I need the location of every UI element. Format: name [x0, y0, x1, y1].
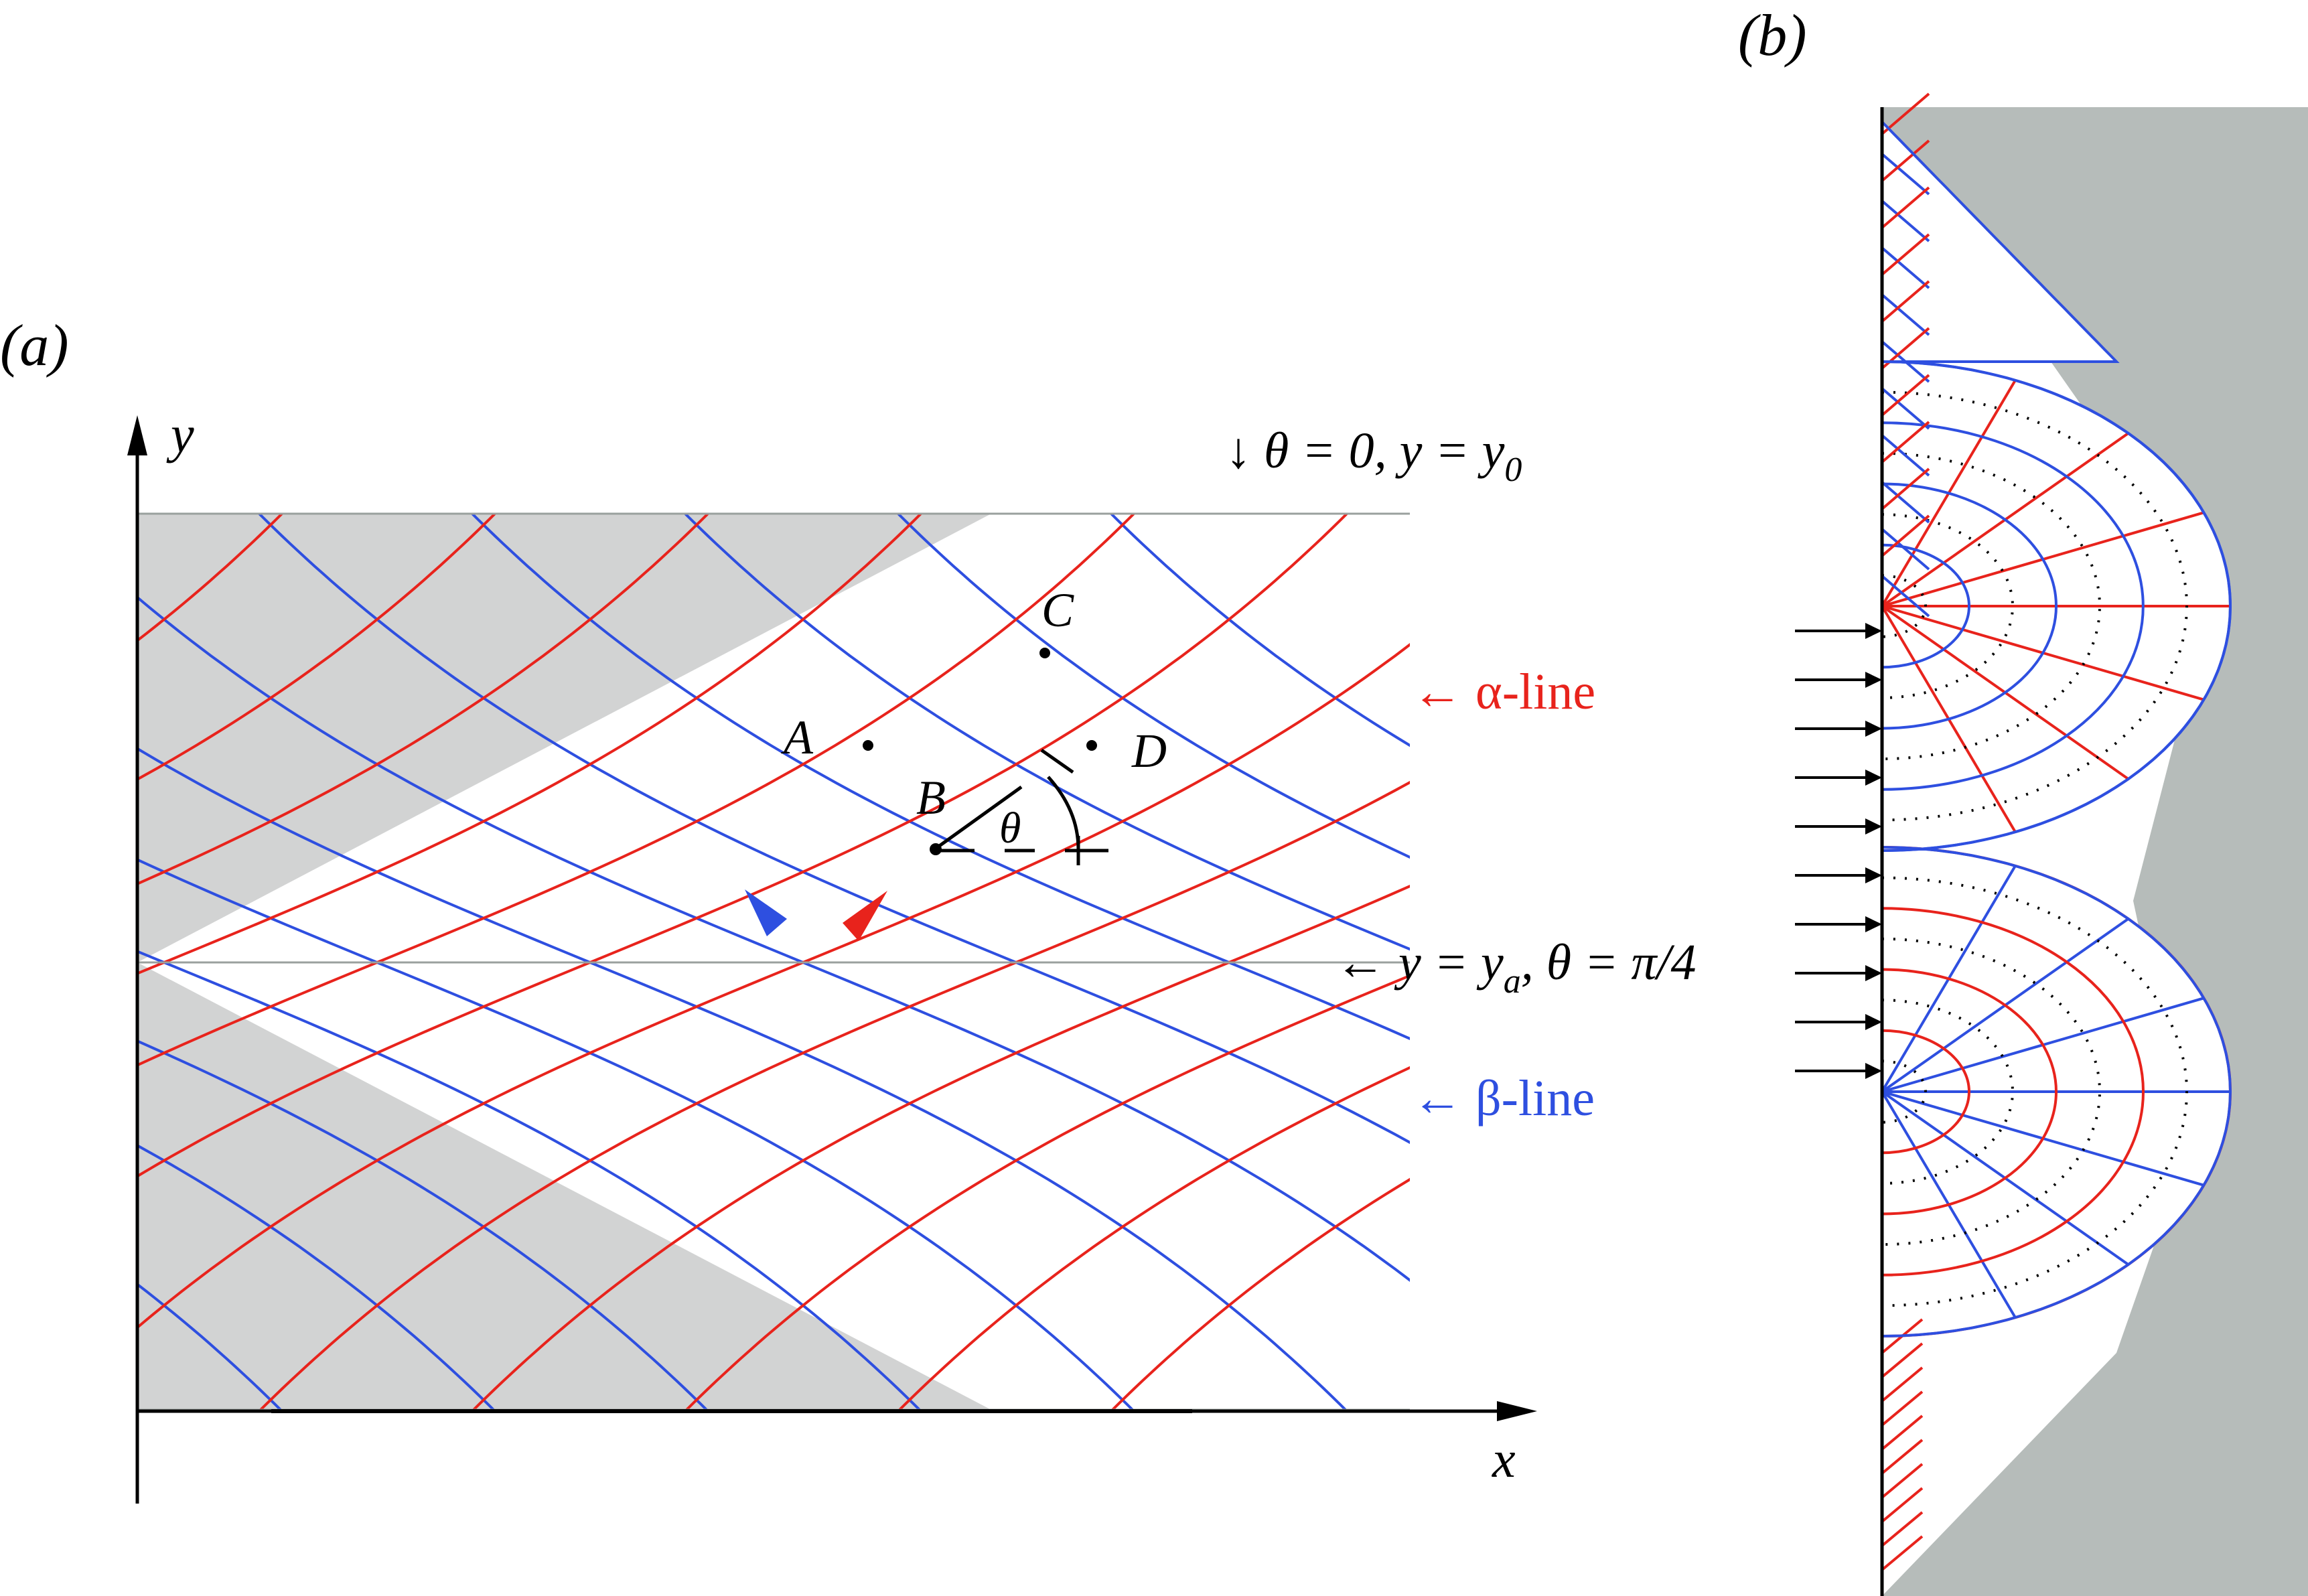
hatch-line	[1881, 1535, 1924, 1571]
hatch-line	[1881, 1390, 1924, 1427]
hatch-line	[1881, 246, 1930, 289]
hatch-line	[1881, 1511, 1924, 1547]
point-A-dot	[863, 740, 873, 751]
point-C-dot	[1039, 648, 1050, 658]
alpha-line-label: ← α-line	[1412, 664, 1595, 720]
point-D-dot	[1086, 740, 1097, 751]
beta-line	[0, 514, 69, 1411]
x-axis-label: x	[1492, 1430, 1516, 1488]
hatch-line	[1881, 421, 1930, 463]
alpha-line	[137, 512, 709, 885]
alpha-direction-arrowhead	[843, 891, 887, 941]
x-axis-arrowhead	[1497, 1401, 1537, 1421]
hatch-line	[1881, 514, 1930, 557]
solid-region	[1882, 107, 2308, 1596]
dotted-line	[1881, 390, 2188, 822]
hatch-line	[1881, 233, 1930, 276]
pressure-arrowhead	[1865, 867, 1882, 883]
y-axis-arrowhead	[127, 415, 147, 455]
arc-line	[1881, 421, 2145, 791]
arc-line	[1881, 482, 2058, 730]
beta-line	[897, 512, 1410, 859]
panel-b-tag: (b)	[1738, 3, 1807, 68]
beta-line	[137, 1039, 709, 1411]
hatch-line	[1881, 1414, 1924, 1451]
shaded-region	[137, 962, 991, 1410]
hatch-line	[1881, 528, 1930, 571]
beta-line	[684, 512, 1410, 951]
mid-boundary-note: ← y = ya, θ = π/4	[1335, 934, 1697, 1001]
arc-line	[1881, 968, 2058, 1216]
hatch-line	[1881, 481, 1930, 524]
hatch-line	[1881, 200, 1930, 242]
dotted-line	[1881, 574, 1927, 638]
alpha-line	[897, 1066, 1410, 1411]
point-B-dot	[930, 843, 942, 855]
arc-line	[1881, 543, 1970, 669]
pressure-arrowhead	[1865, 916, 1882, 932]
pressure-arrowhead	[1865, 1014, 1882, 1030]
point-A-label: A	[781, 711, 814, 764]
theta-angle-label: θ	[999, 804, 1021, 853]
hatch-line	[1881, 1463, 1924, 1499]
beta-direction-arrowhead	[745, 889, 787, 936]
pressure-arrowhead	[1865, 1063, 1882, 1079]
beta-line	[1110, 512, 1410, 747]
alpha-line	[1110, 1177, 1410, 1411]
hatch-line	[1881, 1342, 1924, 1378]
hatch-line	[1881, 1439, 1924, 1475]
point-C-label: C	[1041, 583, 1074, 637]
hatch-line	[1881, 1487, 1924, 1523]
panel-b-grid	[1881, 92, 2232, 1596]
alpha-line	[0, 514, 69, 1411]
hatch-line	[1881, 434, 1930, 477]
dotted-line	[1881, 876, 2188, 1307]
beta-line	[137, 1144, 496, 1411]
hatch-line	[1881, 153, 1930, 196]
panel-b: (b)	[1738, 3, 2308, 1596]
pressure-arrowhead	[1865, 770, 1882, 786]
hatch-line	[1881, 1366, 1924, 1402]
shaded-regions	[137, 514, 991, 1410]
hatch-line	[1881, 280, 1930, 323]
top-boundary-note: ↓ θ = 0, y = y0	[1226, 423, 1522, 489]
hatch-line	[1881, 186, 1930, 229]
pressure-arrowhead	[1865, 672, 1882, 688]
hatch-line	[1881, 575, 1930, 618]
hatch-line	[1881, 293, 1930, 336]
hatch-line	[1881, 92, 1930, 135]
point-D-label: D	[1131, 724, 1167, 778]
beta-line-label: ← β-line	[1412, 1070, 1595, 1127]
panel-a-tag: (a)	[0, 313, 69, 378]
alpha-line	[684, 974, 1410, 1411]
fluid-region	[1882, 122, 2230, 1596]
profile-outline	[1881, 121, 2232, 1337]
point-B-label: B	[916, 771, 946, 824]
hatch-line	[1881, 139, 1930, 182]
pressure-arrowhead	[1865, 623, 1882, 639]
hatch-line	[1881, 374, 1930, 417]
pressure-arrowhead	[1865, 721, 1882, 737]
hatch-line	[1881, 467, 1930, 510]
dotted-line	[1881, 1060, 1927, 1124]
hatch-line	[1881, 387, 1930, 430]
pressure-arrowhead	[1865, 965, 1882, 981]
alpha-line	[137, 512, 496, 781]
angle-construction	[934, 748, 1108, 865]
arc-line	[1881, 907, 2145, 1277]
y-axis-label: y	[166, 405, 194, 463]
panel-a: (a) y x ↓ θ = 0, y = y0 ← y = ya, θ = π/…	[0, 313, 1697, 1504]
shaded-region	[137, 514, 991, 962]
pressure-arrows	[1795, 623, 1882, 1079]
arc-line	[1881, 1029, 1970, 1155]
pressure-arrowhead	[1865, 818, 1882, 835]
